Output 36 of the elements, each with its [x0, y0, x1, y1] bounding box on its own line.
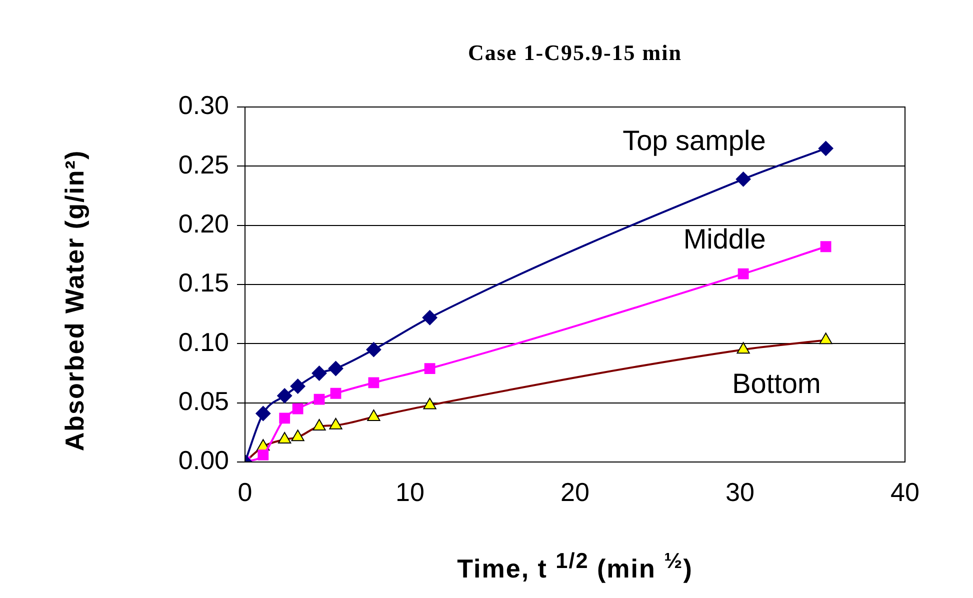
point	[292, 403, 304, 414]
y-tick-label: 0.15	[178, 268, 229, 298]
point	[368, 377, 380, 388]
point	[820, 241, 832, 252]
point	[312, 366, 327, 381]
y-tick-label: 0.30	[178, 90, 229, 120]
point	[328, 361, 344, 376]
point	[258, 449, 269, 460]
point	[366, 342, 382, 358]
x-tick-label: 40	[890, 476, 920, 507]
x-axis-title: Time, t $^{1/2}$ (min $^{½}$)	[456, 548, 694, 585]
y-tick-label: 0.20	[178, 208, 229, 239]
y-tick-label: 0.05	[178, 386, 229, 416]
point	[818, 140, 834, 156]
point	[330, 388, 342, 399]
series-label: Bottom	[732, 368, 821, 399]
y-tick-label: 0.25	[178, 149, 229, 180]
point	[256, 406, 271, 421]
point	[277, 388, 292, 404]
y-tick-label: 0.00	[178, 445, 229, 476]
series-label: Top sample	[622, 125, 766, 156]
point	[736, 172, 751, 187]
point	[424, 363, 436, 374]
chart-title: Case 1-C95.9-15 min	[467, 40, 683, 66]
point	[279, 412, 290, 424]
x-tick-label: 20	[560, 476, 590, 507]
point	[290, 378, 306, 394]
x-tick-label: 10	[396, 476, 424, 507]
series-label: Middle	[683, 223, 766, 254]
point	[738, 268, 749, 280]
point	[422, 310, 438, 326]
y-axis-title: Absorbed Water (g/in²)	[60, 148, 90, 454]
x-tick-label: 0	[238, 476, 252, 507]
y-tick-label: 0.10	[178, 326, 229, 357]
point	[314, 394, 325, 405]
x-tick-label: 30	[726, 476, 754, 507]
